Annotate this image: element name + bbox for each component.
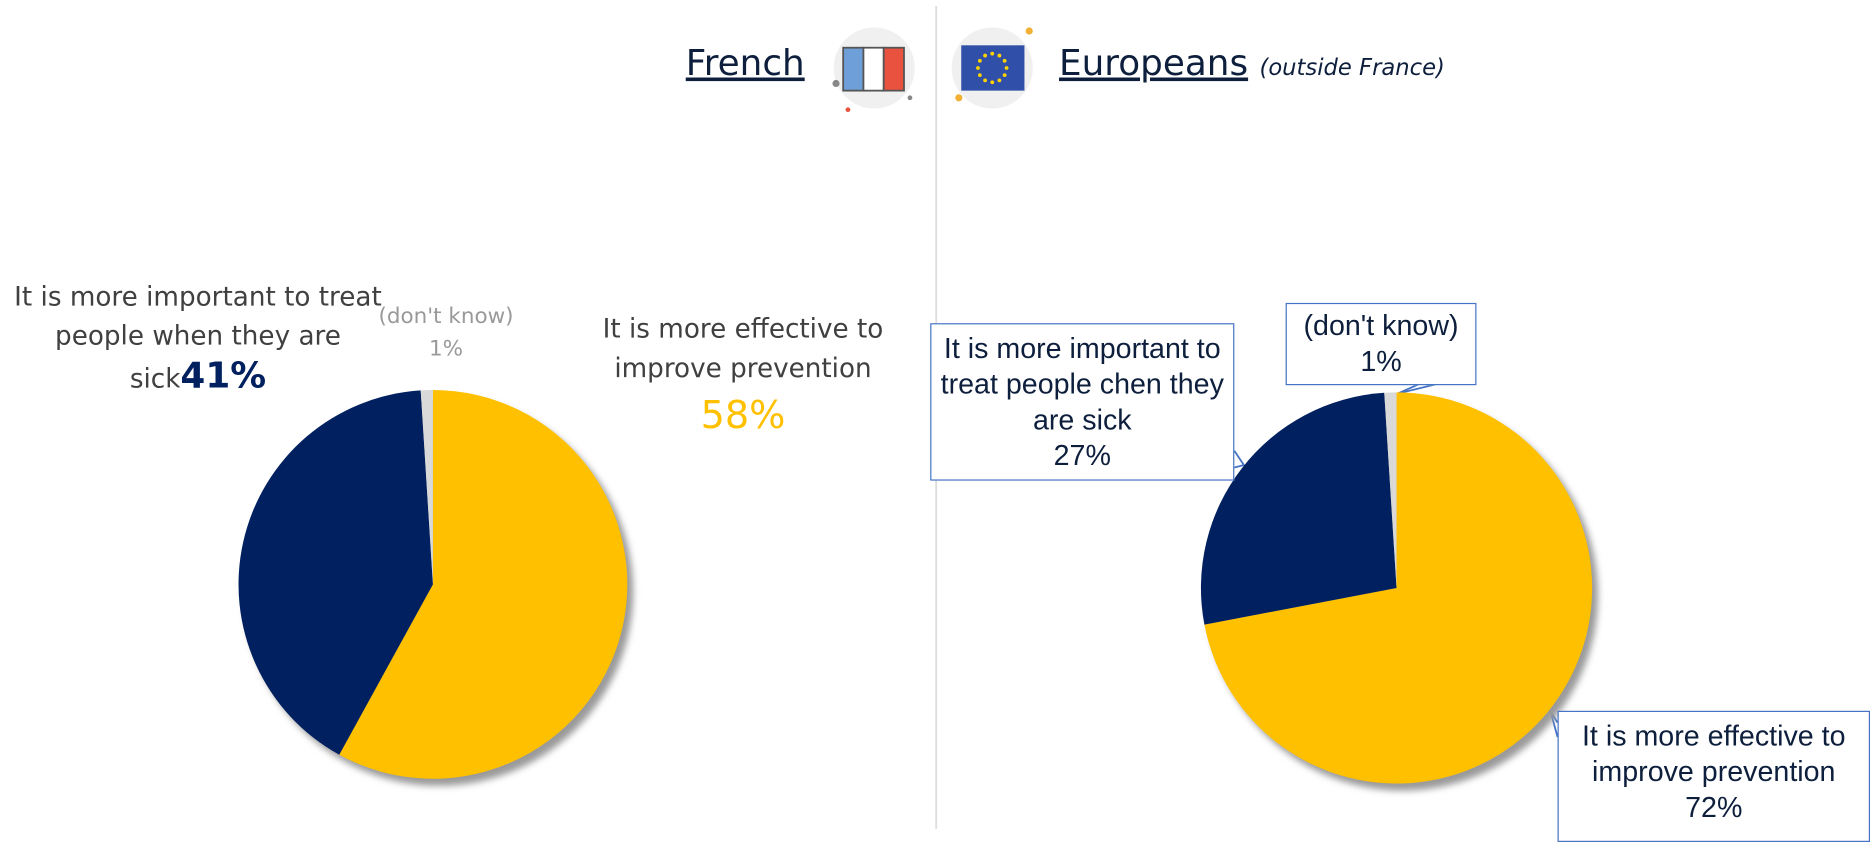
value-label: 41% <box>180 355 267 398</box>
value-label: 58% <box>700 392 786 438</box>
title-group: Europeans (outside France) <box>1059 43 1445 85</box>
category-label: It is more important to treat people che… <box>940 332 1224 437</box>
slice-label: It is more effective to improve preventi… <box>1557 710 1870 842</box>
pie-slice <box>238 390 433 755</box>
star <box>976 66 980 70</box>
pie-slice <box>339 389 628 779</box>
star <box>997 78 1002 83</box>
star <box>1002 58 1007 63</box>
star <box>1004 66 1009 70</box>
chart-subtitle: (outside France) <box>1259 54 1445 82</box>
value-label: 27% <box>1053 440 1111 473</box>
slice-label: It is more effective to improve preventi… <box>594 310 892 441</box>
pie-slice <box>1204 392 1593 784</box>
star <box>990 80 995 85</box>
flag-eu <box>951 27 1033 109</box>
pie-slice <box>1200 392 1397 625</box>
category-label: It is more effective to improve preventi… <box>1581 720 1846 789</box>
value-label: 72% <box>1685 791 1743 825</box>
star <box>983 53 987 58</box>
category-label: It is more effective to improve preventi… <box>602 314 884 385</box>
slice-label: It is more important to treat people che… <box>930 323 1235 481</box>
chart-title: French <box>685 42 805 85</box>
star <box>1002 73 1007 78</box>
star <box>977 73 982 78</box>
slice-label: It is more important to treat people whe… <box>12 278 384 400</box>
value-label: 1% <box>429 336 464 362</box>
pie-slice <box>420 389 433 585</box>
chart-title: Europeans <box>1059 42 1249 85</box>
callout-pointer <box>1397 383 1438 395</box>
category-label: (don't know) <box>378 304 514 330</box>
star <box>997 53 1002 58</box>
flag-fr <box>832 27 915 113</box>
pie-slice <box>1384 392 1397 588</box>
category-label: It is more important to treat people whe… <box>14 282 382 395</box>
star <box>977 58 982 63</box>
star <box>990 51 995 56</box>
slice-label: (don't know) 1% <box>1285 302 1477 386</box>
value-label: 1% <box>1360 345 1402 379</box>
category-label: (don't know) <box>1303 310 1459 343</box>
star <box>983 78 987 83</box>
callout-pointer <box>1233 450 1246 469</box>
slice-label: (don't know) 1% <box>374 301 517 365</box>
